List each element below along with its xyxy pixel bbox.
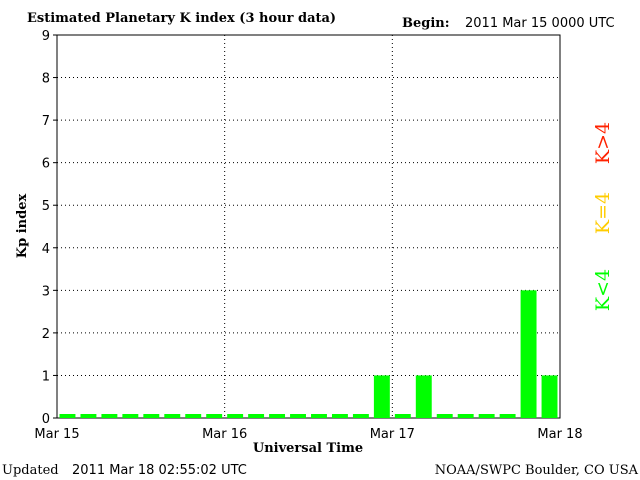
chart-title: Estimated Planetary K index (3 hour data… <box>27 11 336 26</box>
bar <box>248 414 265 418</box>
y-tick-label: 8 <box>42 72 50 87</box>
bar <box>143 414 160 418</box>
x-tick-label: Mar 16 <box>202 427 247 442</box>
begin-label: Begin: <box>402 16 450 31</box>
y-tick-label: 3 <box>42 284 50 299</box>
credit: NOAA/SWPC Boulder, CO USA <box>435 463 639 478</box>
x-tick-label: Mar 15 <box>34 427 79 442</box>
bar <box>499 414 516 418</box>
legend-entry: K<4 <box>592 269 614 311</box>
legend-entry: K=4 <box>592 192 614 234</box>
bar <box>185 414 202 418</box>
bar <box>478 414 495 418</box>
y-tick-label: 5 <box>42 199 50 214</box>
bar <box>457 414 474 418</box>
bar <box>311 414 327 418</box>
y-tick-label: 7 <box>42 114 50 129</box>
y-tick-label: 9 <box>42 29 50 44</box>
bar <box>394 414 411 418</box>
y-axis-label: Kp index <box>15 194 30 259</box>
plot-frame <box>56 34 561 419</box>
bar <box>541 375 558 418</box>
bar <box>352 414 369 418</box>
y-tick-label: 6 <box>42 157 50 172</box>
y-tick-label: 4 <box>42 242 50 257</box>
legend-entry: K>4 <box>592 122 614 164</box>
y-tick-label: 1 <box>42 369 50 384</box>
bar <box>415 375 432 418</box>
bar <box>122 414 139 418</box>
bar <box>227 414 244 418</box>
bar <box>80 414 97 418</box>
begin-date: 2011 Mar 15 0000 UTC <box>465 16 615 31</box>
bar <box>101 414 118 418</box>
bar <box>373 375 390 418</box>
bar <box>164 414 181 418</box>
y-tick-label: 2 <box>42 327 50 342</box>
y-tick-label: 0 <box>42 412 50 427</box>
bar <box>206 414 223 418</box>
x-tick-label: Mar 18 <box>537 427 582 442</box>
updated-date: 2011 Mar 18 02:55:02 UTC <box>72 463 247 478</box>
x-tick-label: Mar 17 <box>370 427 415 442</box>
bar <box>269 414 286 418</box>
bar <box>331 414 348 418</box>
bar <box>520 290 537 418</box>
updated-label: Updated <box>2 463 59 478</box>
bar <box>436 414 453 418</box>
bar <box>290 414 306 418</box>
bar <box>59 414 76 418</box>
x-axis-label: Universal Time <box>253 441 363 456</box>
